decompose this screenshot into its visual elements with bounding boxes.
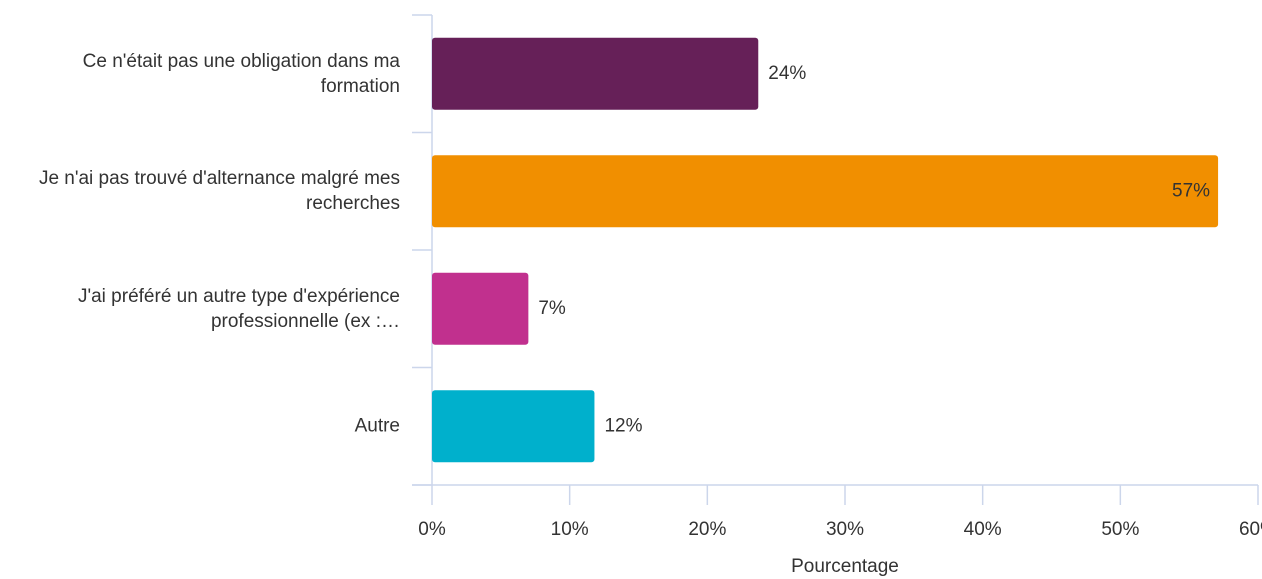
y-tick-label: Ce n'était pas une obligation dans ma fo… <box>82 50 400 97</box>
x-tick-label: 10% <box>551 519 589 540</box>
bar <box>432 272 529 345</box>
x-tick-label: 0% <box>418 519 446 540</box>
data-label: 12% <box>604 415 642 436</box>
y-tick-label: Je n'ai pas trouvé d'alternance malgré m… <box>38 168 400 215</box>
bar <box>432 390 595 463</box>
y-tick-label: Autre <box>354 415 400 437</box>
x-tick-label: 30% <box>826 519 864 540</box>
x-tick-label: 20% <box>688 519 726 540</box>
data-label: 24% <box>768 63 806 84</box>
data-label: 57% <box>1172 180 1210 201</box>
data-label: 7% <box>538 298 566 319</box>
x-tick-label: 60% <box>1239 519 1262 540</box>
bar <box>432 155 1219 228</box>
bar <box>432 37 759 110</box>
x-axis-title: Pourcentage <box>791 556 899 577</box>
y-tick-label: J'ai préféré un autre type d'expérience … <box>77 285 400 332</box>
x-tick-label: 50% <box>1101 519 1139 540</box>
x-tick-label: 40% <box>964 519 1002 540</box>
